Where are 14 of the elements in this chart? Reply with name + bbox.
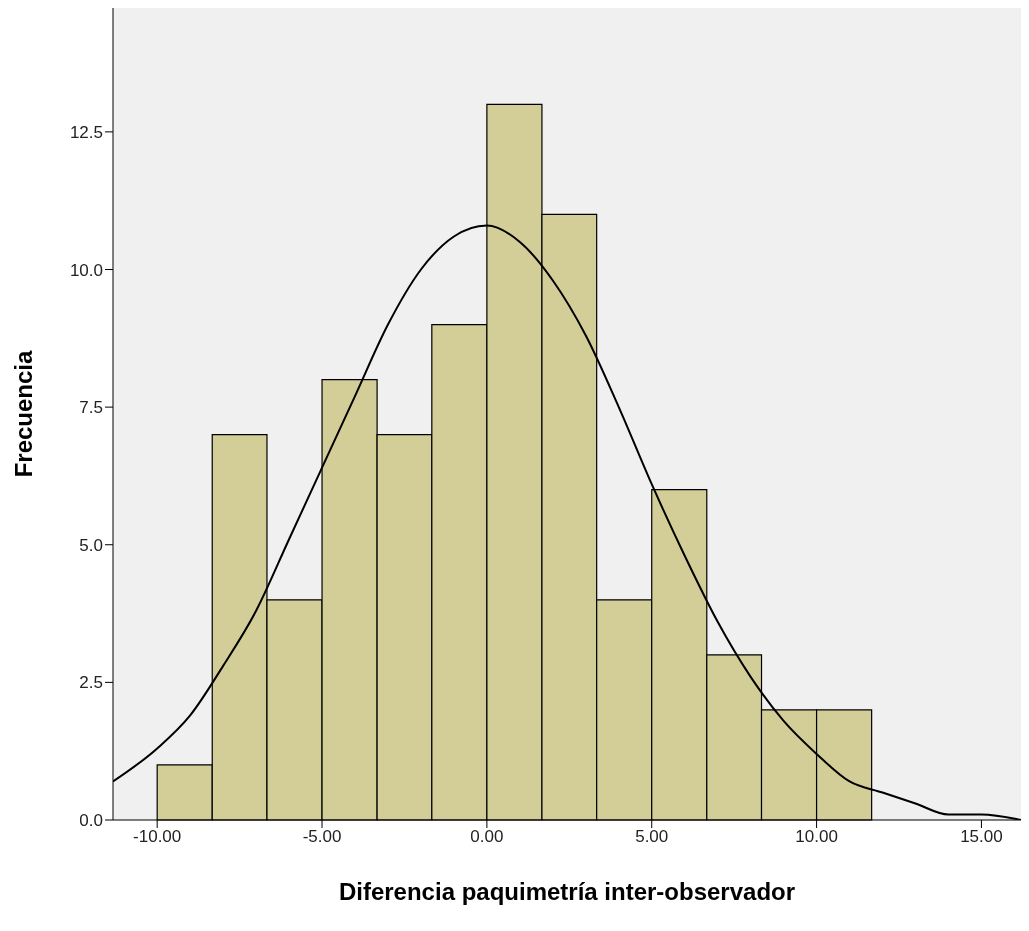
x-tick-label: -5.00 <box>302 827 342 847</box>
y-tick-label: 5.0 <box>79 535 103 555</box>
x-tick-label: -10.00 <box>133 827 182 847</box>
x-tick-label: 5.00 <box>635 827 669 847</box>
x-tick-label: 0.00 <box>470 827 504 847</box>
x-axis-title: Diferencia paquimetría inter-observador <box>338 878 796 905</box>
x-tick-label: 10.00 <box>795 827 838 847</box>
y-tick-label: 0.0 <box>79 811 103 831</box>
y-tick-label: 2.5 <box>79 673 103 693</box>
x-tick-label: 15.00 <box>960 827 1003 847</box>
y-tick-label: 10.0 <box>69 260 103 280</box>
y-tick-label: 7.5 <box>79 398 103 418</box>
y-axis-title: Frecuencia <box>9 349 37 478</box>
y-tick-label: 12.5 <box>69 122 103 142</box>
